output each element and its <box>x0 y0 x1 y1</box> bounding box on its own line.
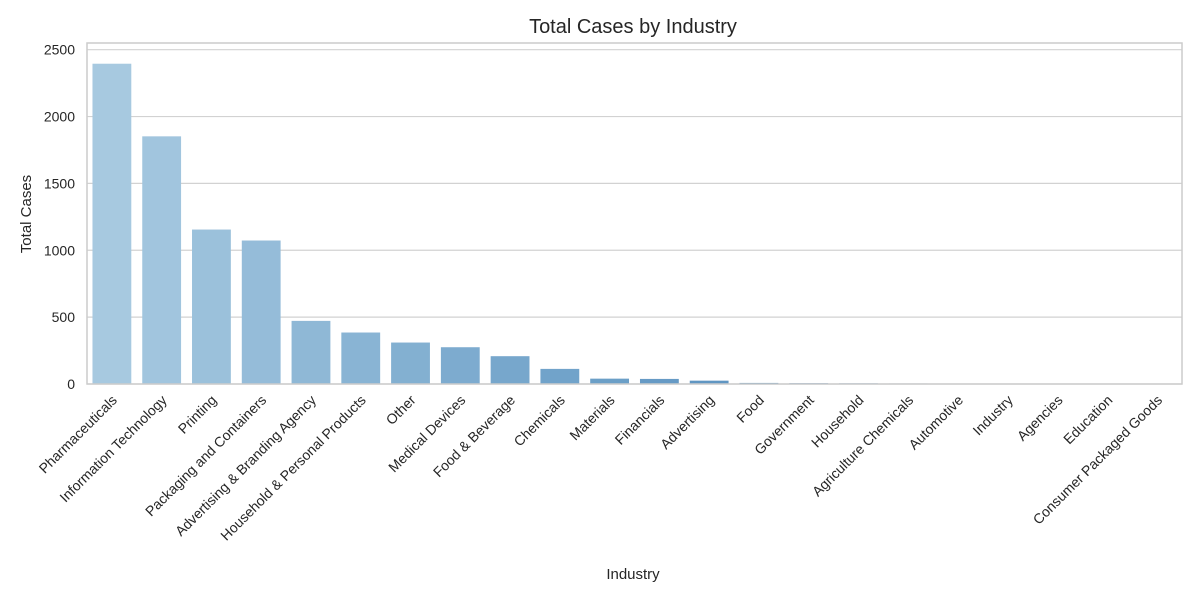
y-tick-label: 1000 <box>44 242 75 258</box>
x-tick-label: Advertising <box>657 392 717 452</box>
y-tick-label: 2500 <box>44 42 75 58</box>
bar <box>142 136 181 384</box>
bar <box>341 333 380 384</box>
x-tick-label: Agriculture Chemicals <box>809 392 917 500</box>
x-tick-label: Printing <box>175 392 220 437</box>
x-tick-label: Materials <box>566 392 617 443</box>
x-tick-label: Agencies <box>1014 392 1066 444</box>
bar <box>92 64 131 384</box>
y-tick-label: 0 <box>67 376 75 392</box>
bar <box>441 347 480 384</box>
x-axis-label: Industry <box>606 566 660 583</box>
bar <box>242 241 281 384</box>
bar <box>640 379 679 384</box>
x-tick-label: Chemicals <box>510 392 568 450</box>
x-tick-label: Automotive <box>905 392 966 453</box>
bar <box>590 379 629 384</box>
x-tick-label: Industry <box>969 392 1016 439</box>
bar <box>391 343 430 384</box>
y-axis-label: Total Cases <box>18 175 35 253</box>
y-tick-label: 500 <box>52 309 76 325</box>
x-tick-label: Food <box>733 392 767 426</box>
bar <box>292 321 331 384</box>
bar <box>540 369 579 384</box>
x-tick-label: Other <box>383 392 419 428</box>
chart-title: Total Cases by Industry <box>529 16 737 38</box>
y-tick-label: 1500 <box>44 175 75 191</box>
y-tick-labels: 0 500 1000 1500 2000 2500 <box>44 42 75 392</box>
y-tick-label: 2000 <box>44 109 75 125</box>
bars <box>92 64 1176 384</box>
bar <box>192 230 231 384</box>
bar <box>491 356 530 384</box>
